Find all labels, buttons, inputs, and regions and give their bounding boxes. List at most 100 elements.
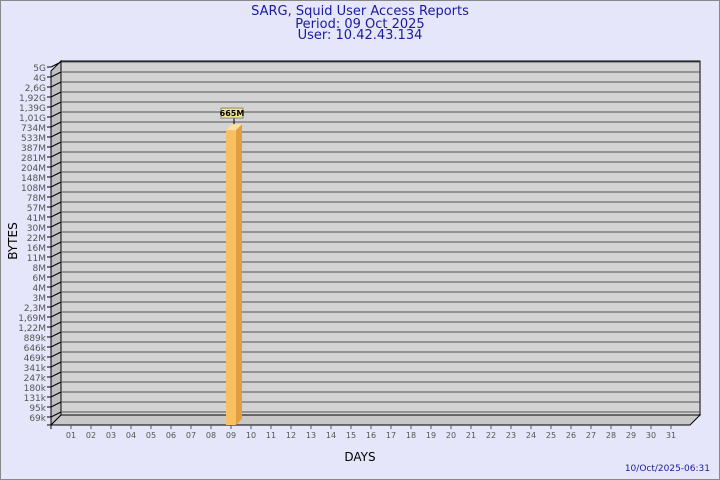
y-tick-label: 131k <box>24 394 47 404</box>
y-tick-diagonal <box>50 401 62 408</box>
y-tick-label: 4M <box>33 284 47 294</box>
x-tick-label: 03 <box>106 431 116 440</box>
y-tick-label: 1,39G <box>19 104 46 114</box>
x-tick-label: 16 <box>366 431 376 440</box>
x-tick-label: 14 <box>326 431 336 440</box>
y-tick-label: 387M <box>21 144 46 154</box>
x-tick-label: 17 <box>386 431 396 440</box>
y-tick-diagonal <box>50 81 62 88</box>
chart-subtitle-period: Period: 09 Oct 2025 <box>295 17 425 32</box>
y-tick-label: 11M <box>27 254 46 264</box>
y-tick-diagonal <box>50 71 62 78</box>
y-tick-diagonal <box>50 211 62 218</box>
x-tick-label: 13 <box>306 431 316 440</box>
y-tick-diagonal <box>50 411 62 418</box>
x-tick-label: 11 <box>266 431 276 440</box>
y-tick-label: 5G <box>33 64 46 74</box>
x-tick-label: 31 <box>666 431 676 440</box>
y-tick-label: 57M <box>27 204 46 214</box>
y-tick-label: 1,92G <box>19 94 46 104</box>
x-tick-label: 12 <box>286 431 296 440</box>
x-tick-label: 18 <box>406 431 416 440</box>
y-tick-diagonal <box>50 111 62 118</box>
x-tick-label: 23 <box>506 431 516 440</box>
bar-top <box>226 124 242 131</box>
floor <box>49 414 702 426</box>
y-tick-diagonal <box>50 171 62 178</box>
y-tick-diagonal <box>50 241 62 248</box>
y-tick-diagonal <box>50 191 62 198</box>
y-tick-diagonal <box>50 351 62 358</box>
y-tick-label: 16M <box>27 244 46 254</box>
y-tick-diagonal <box>50 301 62 308</box>
x-tick-label: 15 <box>346 431 356 440</box>
x-tick-label: 26 <box>566 431 576 440</box>
x-tick-label: 30 <box>646 431 656 440</box>
y-tick-label: 1,22M <box>18 324 46 334</box>
x-tick-label: 09 <box>226 431 236 440</box>
y-tick-diagonal <box>50 161 62 168</box>
y-tick-diagonal <box>50 151 62 158</box>
x-tick-label: 08 <box>206 431 216 440</box>
y-tick-label: 8M <box>33 264 47 274</box>
y-tick-diagonal <box>50 371 62 378</box>
y-tick-label: 95k <box>29 404 46 414</box>
y-tick-label: 41M <box>27 214 46 224</box>
y-tick-diagonal <box>50 381 62 388</box>
y-tick-diagonal <box>50 131 62 138</box>
y-tick-diagonal <box>50 201 62 208</box>
x-tick-label: 07 <box>186 431 196 440</box>
bar-front <box>226 130 236 425</box>
y-axis-title: BYTES <box>6 222 20 259</box>
y-tick-label: 469k <box>24 354 47 364</box>
y-tick-label: 2,3M <box>24 304 46 314</box>
y-tick-label: 533M <box>21 134 46 144</box>
y-tick-diagonal <box>50 221 62 228</box>
y-tick-label: 247k <box>24 374 47 384</box>
footer-timestamp: 10/Oct/2025-06:31 <box>625 464 710 474</box>
y-tick-diagonal <box>50 391 62 398</box>
y-tick-diagonal <box>50 61 62 68</box>
data-label-box <box>220 107 244 119</box>
data-label: 665M <box>220 109 245 118</box>
x-tick-label: 05 <box>146 431 156 440</box>
y-tick-diagonal <box>50 361 62 368</box>
y-tick-diagonal <box>50 331 62 338</box>
x-tick-label: 01 <box>66 431 76 440</box>
x-axis-title: DAYS <box>344 450 375 464</box>
y-tick-label: 646k <box>24 344 47 354</box>
y-tick-label: 180k <box>24 384 47 394</box>
y-tick-diagonal <box>50 181 62 188</box>
y-tick-diagonal <box>50 141 62 148</box>
y-tick-diagonal <box>50 101 62 108</box>
x-tick-label: 06 <box>166 431 176 440</box>
y-tick-label: 1,01G <box>19 114 46 124</box>
x-tick-label: 04 <box>126 431 136 440</box>
y-tick-label: 6M <box>33 274 47 284</box>
y-tick-label: 69k <box>29 414 46 424</box>
y-tick-label: 281M <box>21 154 46 164</box>
y-tick-diagonal <box>50 341 62 348</box>
y-tick-diagonal <box>50 121 62 128</box>
y-tick-label: 1,69M <box>18 314 46 324</box>
y-tick-diagonal <box>50 321 62 328</box>
y-tick-diagonal <box>50 281 62 288</box>
y-tick-label: 4G <box>33 74 46 84</box>
y-tick-label: 148M <box>21 174 46 184</box>
x-tick-label: 20 <box>446 431 456 440</box>
x-tick-label: 29 <box>626 431 636 440</box>
y-tick-diagonal <box>50 231 62 238</box>
y-tick-label: 30M <box>27 224 46 234</box>
y-tick-label: 2,6G <box>25 84 46 94</box>
y-tick-diagonal <box>50 91 62 98</box>
y-tick-label: 204M <box>21 164 46 174</box>
y-tick-diagonal <box>50 261 62 268</box>
chart-title: SARG, Squid User Access Reports <box>251 4 469 19</box>
x-tick-label: 02 <box>86 431 96 440</box>
x-tick-label: 28 <box>606 431 616 440</box>
y-tick-diagonal <box>50 251 62 258</box>
x-tick-label: 21 <box>466 431 476 440</box>
x-tick-label: 24 <box>526 431 536 440</box>
